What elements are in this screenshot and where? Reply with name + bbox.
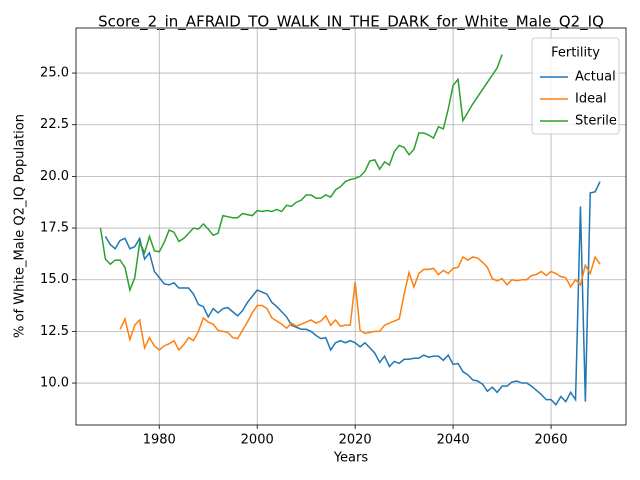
y-tick-label: 22.5 [40, 117, 69, 132]
y-tick-label: 15.0 [40, 272, 69, 287]
series-line [104, 181, 601, 406]
y-tick-label: 12.5 [40, 324, 69, 339]
x-tick-label: 2040 [437, 433, 470, 448]
legend-box [531, 37, 620, 135]
series-line [99, 54, 503, 293]
chart-title: Score_2_in_AFRAID_TO_WALK_IN_THE_DARK_fo… [98, 13, 604, 32]
x-tick-label: 2060 [535, 433, 568, 448]
x-tick-label: 1980 [143, 433, 176, 448]
x-tick-label: 2000 [241, 433, 274, 448]
y-tick-label: 20.0 [40, 169, 69, 184]
x-axis-label: Years [333, 451, 369, 466]
y-tick-label: 10.0 [40, 376, 69, 391]
y-axis-label: % of White_Male Q2_IQ Population [13, 114, 28, 338]
legend-title: Fertility [551, 46, 600, 61]
legend-label: Sterile [575, 114, 617, 129]
legend-label: Actual [575, 70, 616, 85]
x-tick-label: 2020 [339, 433, 372, 448]
y-tick-label: 17.5 [40, 221, 69, 236]
y-tick-label: 25.0 [40, 66, 69, 81]
plot-frame [75, 27, 627, 426]
legend-label: Ideal [575, 92, 607, 107]
series-line [119, 255, 601, 352]
